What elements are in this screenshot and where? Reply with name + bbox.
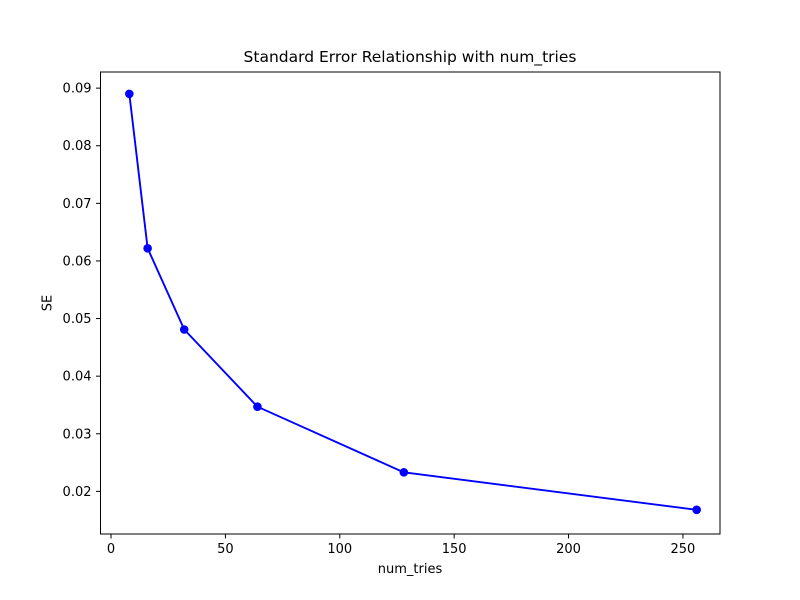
data-point-marker [253, 402, 262, 411]
x-tick-label: 200 [556, 542, 581, 557]
x-tick-label: 150 [442, 542, 467, 557]
data-point-marker [692, 505, 701, 515]
y-tick-label: 0.05 [63, 312, 92, 327]
y-tick-label: 0.02 [63, 485, 92, 500]
data-point-marker [399, 468, 409, 477]
data-point-marker [125, 89, 134, 99]
chart-title: Standard Error Relationship with num_tri… [243, 48, 577, 66]
y-tick-label: 0.09 [63, 82, 92, 97]
data-point-marker [179, 325, 189, 334]
x-axis-label: num_tries [377, 562, 443, 577]
y-tick-label: 0.08 [63, 139, 92, 154]
y-axis-label: SE [40, 294, 56, 312]
x-tick-label: 250 [671, 542, 696, 557]
y-tick-label: 0.07 [63, 197, 92, 212]
x-tick-label: 50 [217, 542, 234, 557]
x-tick-label: 0 [107, 542, 115, 557]
y-tick-label: 0.03 [63, 427, 92, 442]
series-line [128, 92, 698, 511]
x-tick-label: 100 [327, 542, 352, 557]
axes-frame [100, 71, 721, 535]
y-tick-label: 0.04 [63, 370, 92, 385]
y-tick-label: 0.06 [63, 254, 92, 269]
data-point-marker [143, 243, 152, 253]
